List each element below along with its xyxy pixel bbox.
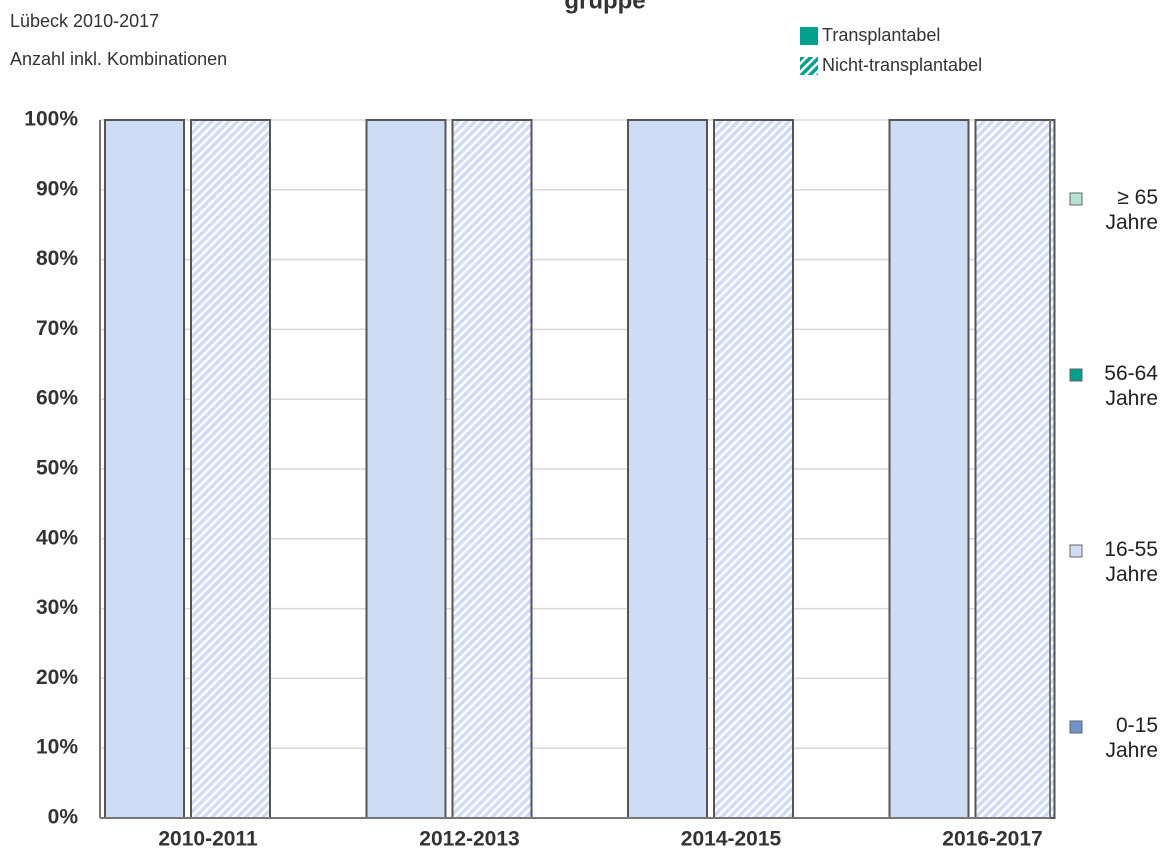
y-tick-label: 20% bbox=[36, 666, 78, 689]
subtitle: Lübeck 2010-2017 bbox=[10, 11, 159, 31]
y-tick-label: 10% bbox=[36, 736, 78, 759]
x-tick-label: 2010-2011 bbox=[158, 828, 258, 851]
bar-segment bbox=[190, 119, 271, 819]
y-tick-label: 0% bbox=[48, 806, 79, 829]
legend-label: 16-55 Jahre bbox=[1104, 538, 1158, 586]
y-tick-label: 100% bbox=[24, 108, 78, 131]
x-tick-label: 2016-2017 bbox=[942, 828, 1042, 851]
legend-label: 56-64 Jahre bbox=[1104, 362, 1158, 410]
bar-segment bbox=[451, 119, 533, 819]
y-tick-label: 60% bbox=[36, 387, 78, 410]
chart-title: gruppe bbox=[564, 0, 645, 14]
legend-swatch bbox=[1069, 544, 1083, 558]
legend-label: Nicht-transplantabel bbox=[822, 55, 982, 75]
y-tick-label: 50% bbox=[36, 457, 78, 480]
legend-label: 0-15 Jahre bbox=[1105, 714, 1158, 762]
y-tick-label: 80% bbox=[36, 247, 78, 270]
bar-segment bbox=[713, 119, 794, 819]
y-tick-label: 70% bbox=[36, 317, 78, 340]
y-tick-label: 30% bbox=[36, 596, 78, 619]
legend-swatch bbox=[1069, 368, 1083, 382]
x-tick-label: 2012-2013 bbox=[419, 828, 519, 851]
x-tick-label: 2014-2015 bbox=[681, 828, 782, 851]
bar-segment bbox=[104, 119, 185, 819]
bar-segment bbox=[627, 119, 708, 819]
bar-segment bbox=[365, 119, 447, 819]
legend-swatch bbox=[1069, 720, 1083, 734]
bar-segment bbox=[974, 119, 1056, 819]
subtitle: Anzahl inkl. Kombinationen bbox=[10, 49, 227, 69]
y-tick-label: 40% bbox=[36, 526, 78, 549]
legend-label: ≥ 65 Jahre bbox=[1105, 186, 1158, 234]
legend-label: Transplantabel bbox=[822, 25, 940, 45]
legend-swatch bbox=[800, 57, 818, 75]
y-tick-label: 90% bbox=[36, 177, 78, 200]
legend-swatch bbox=[800, 27, 818, 45]
legend-swatch bbox=[1069, 192, 1083, 206]
bar-segment bbox=[888, 119, 970, 819]
